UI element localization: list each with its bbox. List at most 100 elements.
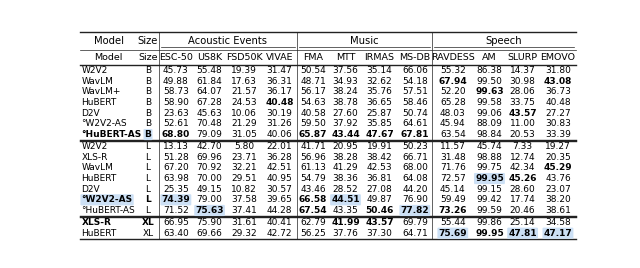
Text: L: L xyxy=(145,153,150,162)
Text: 56.17: 56.17 xyxy=(300,87,326,96)
Text: 21.29: 21.29 xyxy=(231,119,257,128)
Text: 31.48: 31.48 xyxy=(440,153,466,162)
Text: 63.40: 63.40 xyxy=(163,229,189,238)
Text: 25.14: 25.14 xyxy=(510,218,536,227)
Text: 42.53: 42.53 xyxy=(367,163,392,172)
Text: 23.07: 23.07 xyxy=(545,185,571,194)
Text: XL: XL xyxy=(141,218,154,227)
Text: 69.66: 69.66 xyxy=(196,229,223,238)
Text: IRMAS: IRMAS xyxy=(365,53,394,62)
Text: B: B xyxy=(145,98,151,107)
Text: 37.41: 37.41 xyxy=(231,206,257,215)
Text: 28.06: 28.06 xyxy=(509,87,536,96)
Text: 99.58: 99.58 xyxy=(477,98,502,107)
Text: 31.61: 31.61 xyxy=(231,218,257,227)
Text: 38.42: 38.42 xyxy=(367,153,392,162)
Text: 56.25: 56.25 xyxy=(300,229,326,238)
Text: XLS-R: XLS-R xyxy=(81,153,108,162)
Text: 5.80: 5.80 xyxy=(234,142,254,151)
Text: 40.48: 40.48 xyxy=(265,98,294,107)
Text: 31.26: 31.26 xyxy=(266,119,292,128)
Text: HuBERT: HuBERT xyxy=(81,174,116,183)
Text: 11.00: 11.00 xyxy=(509,119,536,128)
Text: 64.07: 64.07 xyxy=(196,87,223,96)
Text: 7.33: 7.33 xyxy=(513,142,532,151)
Text: EMOVO: EMOVO xyxy=(540,53,575,62)
Text: 44.28: 44.28 xyxy=(267,206,292,215)
Text: 99.06: 99.06 xyxy=(477,109,502,118)
Text: VIVAE: VIVAE xyxy=(266,53,293,62)
Text: 63.54: 63.54 xyxy=(440,130,466,139)
Text: Acoustic Events: Acoustic Events xyxy=(188,36,267,46)
Text: 99.15: 99.15 xyxy=(477,185,502,194)
Text: 45.14: 45.14 xyxy=(440,185,466,194)
Text: 20.46: 20.46 xyxy=(510,206,536,215)
Text: 55.44: 55.44 xyxy=(440,218,466,227)
Text: 45.63: 45.63 xyxy=(196,109,223,118)
Text: 67.81: 67.81 xyxy=(401,130,429,139)
Text: 59.50: 59.50 xyxy=(300,119,326,128)
Text: 43.76: 43.76 xyxy=(545,174,571,183)
Text: 42.70: 42.70 xyxy=(196,142,222,151)
Text: °W2V2-AS: °W2V2-AS xyxy=(81,195,132,204)
Text: 70.00: 70.00 xyxy=(196,174,223,183)
Text: 40.41: 40.41 xyxy=(267,218,292,227)
Text: 67.94: 67.94 xyxy=(438,77,467,86)
Text: 39.65: 39.65 xyxy=(266,195,292,204)
Text: 10.82: 10.82 xyxy=(231,185,257,194)
Text: AM: AM xyxy=(482,53,497,62)
Text: 38.36: 38.36 xyxy=(333,174,358,183)
Text: 54.79: 54.79 xyxy=(300,174,326,183)
Text: 31.05: 31.05 xyxy=(231,130,257,139)
Text: Model: Model xyxy=(95,53,123,62)
Text: 98.84: 98.84 xyxy=(477,130,502,139)
Text: MTT: MTT xyxy=(336,53,355,62)
Text: W2V2: W2V2 xyxy=(81,66,108,75)
Text: 98.88: 98.88 xyxy=(477,153,502,162)
Text: 63.98: 63.98 xyxy=(163,174,189,183)
Text: 21.57: 21.57 xyxy=(231,87,257,96)
Text: 19.39: 19.39 xyxy=(231,66,257,75)
Text: 22.01: 22.01 xyxy=(267,142,292,151)
Text: 75.63: 75.63 xyxy=(195,206,224,215)
Text: 47.17: 47.17 xyxy=(543,229,572,238)
Text: 33.39: 33.39 xyxy=(545,130,571,139)
Text: 75.90: 75.90 xyxy=(196,218,223,227)
Text: 27.08: 27.08 xyxy=(367,185,392,194)
Text: 77.82: 77.82 xyxy=(401,206,429,215)
Text: B: B xyxy=(145,119,151,128)
Text: 35.85: 35.85 xyxy=(367,119,392,128)
Text: 27.27: 27.27 xyxy=(545,109,571,118)
Text: 72.57: 72.57 xyxy=(440,174,466,183)
Text: 34.93: 34.93 xyxy=(333,77,358,86)
Text: B: B xyxy=(145,109,151,118)
Text: 57.51: 57.51 xyxy=(402,87,428,96)
Text: 99.95: 99.95 xyxy=(475,174,504,183)
Text: 31.47: 31.47 xyxy=(266,66,292,75)
Text: 47.67: 47.67 xyxy=(365,130,394,139)
Text: 68.00: 68.00 xyxy=(402,163,428,172)
Text: °W2V2-AS: °W2V2-AS xyxy=(81,119,127,128)
Text: 25.35: 25.35 xyxy=(163,185,189,194)
Text: 42.51: 42.51 xyxy=(267,163,292,172)
Text: WavLM: WavLM xyxy=(81,163,113,172)
Text: 19.91: 19.91 xyxy=(367,142,392,151)
Text: 99.75: 99.75 xyxy=(477,163,502,172)
Text: Size: Size xyxy=(138,53,157,62)
Text: W2V2: W2V2 xyxy=(81,142,108,151)
Text: 20.53: 20.53 xyxy=(509,130,536,139)
Text: L: L xyxy=(145,195,151,204)
Text: 54.18: 54.18 xyxy=(402,77,428,86)
Text: 36.81: 36.81 xyxy=(367,174,392,183)
Text: WavLM: WavLM xyxy=(81,77,113,86)
Text: XLS-R: XLS-R xyxy=(81,218,111,227)
Text: 38.20: 38.20 xyxy=(545,195,571,204)
Text: 51.28: 51.28 xyxy=(163,153,189,162)
Text: L: L xyxy=(145,206,150,215)
Text: WavLM+: WavLM+ xyxy=(81,87,121,96)
Text: 55.48: 55.48 xyxy=(196,66,223,75)
Text: 59.49: 59.49 xyxy=(440,195,466,204)
Text: 76.90: 76.90 xyxy=(402,195,428,204)
Text: 37.30: 37.30 xyxy=(367,229,392,238)
Text: MS-DB: MS-DB xyxy=(399,53,430,62)
